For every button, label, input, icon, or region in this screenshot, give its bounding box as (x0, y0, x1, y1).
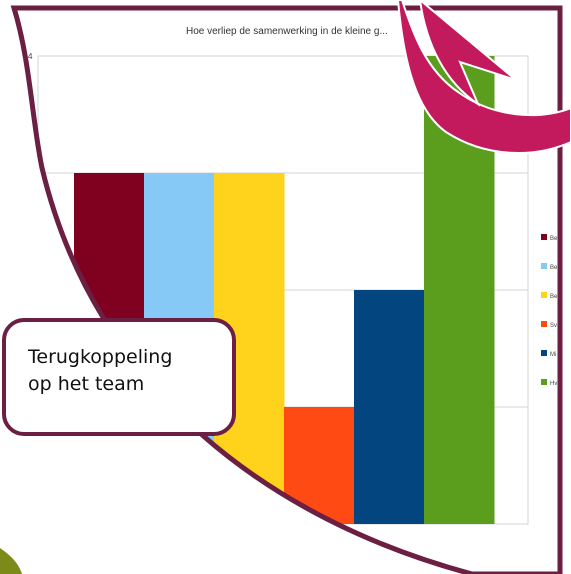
legend-label: Be (550, 265, 558, 271)
legend-swatch (541, 292, 547, 298)
legend-swatch (541, 321, 547, 327)
bar (284, 407, 355, 524)
y-axis-ticks: 4 (28, 52, 33, 61)
legend-label: Be (550, 294, 558, 300)
legend-label: Sv (550, 323, 557, 329)
leaf-shape (0, 548, 22, 574)
y-tick-label: 4 (28, 52, 33, 61)
legend-label: Be (550, 236, 558, 242)
legend: Be Be Be Sv Mi Hv (541, 234, 558, 387)
legend-swatch (541, 350, 547, 356)
legend-label: Mi (550, 352, 556, 358)
callout-line-2: op het team (28, 372, 145, 395)
bar (354, 290, 425, 524)
feedback-callout: Terugkoppeling op het team (2, 318, 236, 436)
chart-title: Hoe verliep de samenwerking in de kleine… (186, 26, 388, 37)
callout-line-1: Terugkoppeling (28, 346, 173, 368)
legend-swatch (541, 234, 547, 240)
legend-label: Hv (550, 381, 557, 387)
legend-swatch (541, 263, 547, 269)
legend-swatch (541, 379, 547, 385)
